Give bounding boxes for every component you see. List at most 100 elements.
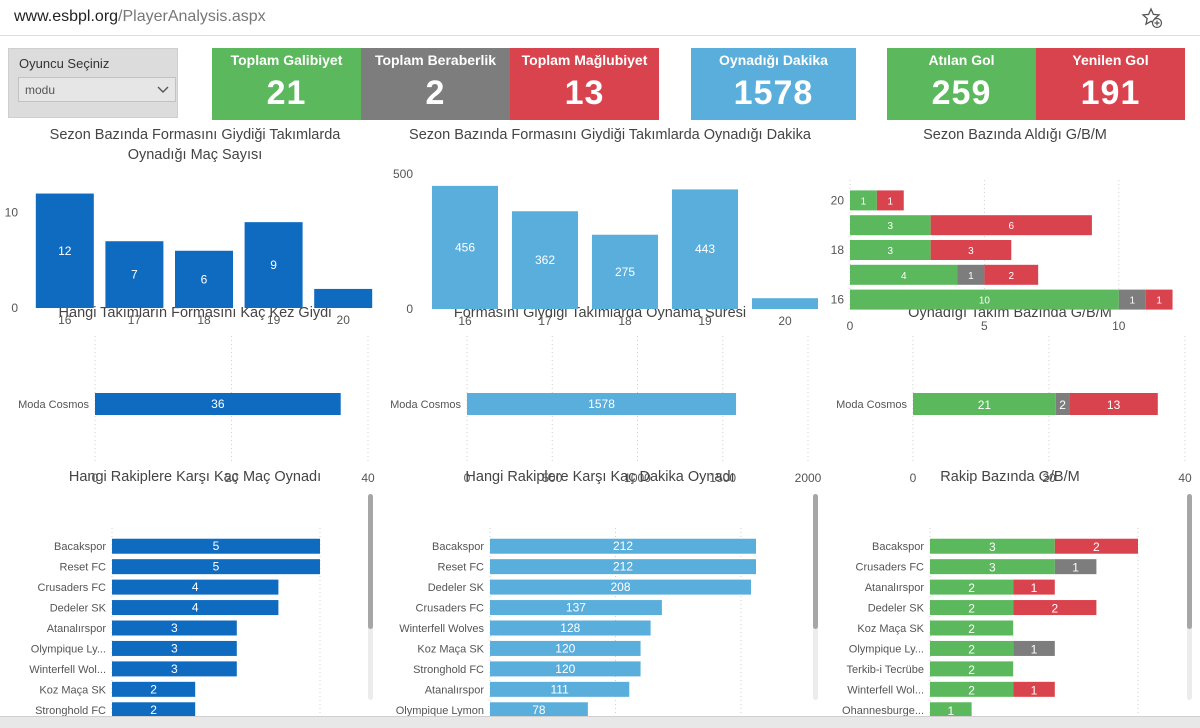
scrollbar-opponent-gbm[interactable]	[1187, 494, 1192, 700]
bar-segment	[930, 661, 1014, 677]
bar	[314, 288, 373, 308]
y-tick-label: Crusaders FC	[856, 562, 925, 574]
bar-data-label: 7	[131, 268, 138, 282]
kpi-total-draws: Toplam Beraberlik 2	[361, 48, 510, 120]
x-tick-label: 18	[618, 314, 632, 328]
chart-team-minutes: 0 500 1000 1500 2000 Moda Cosmos 1578	[390, 336, 822, 485]
x-tick-label: 10	[1112, 319, 1126, 333]
bar-data-label: 5	[213, 539, 220, 553]
y-tick-label: Winterfell Wol...	[847, 684, 924, 696]
bar	[490, 620, 651, 636]
chart-team-appearances: 0 20 40 Moda Cosmos 36	[18, 336, 375, 485]
bar-segment	[930, 702, 972, 718]
bar-data-label: 3	[888, 246, 894, 257]
bar-data-label: 3	[989, 561, 996, 575]
y-tick-label: 0	[11, 301, 18, 315]
bar-segment	[850, 240, 931, 260]
bar	[490, 600, 662, 616]
scrollbar-thumb[interactable]	[813, 494, 818, 629]
kpi-value: 191	[1080, 74, 1141, 112]
x-tick-label: 40	[361, 471, 375, 485]
kpi-total-wins: Toplam Galibiyet 21	[212, 48, 361, 120]
favorite-add-icon[interactable]	[1141, 7, 1163, 29]
report-page: Oyuncu Seçiniz modu Toplam Galibiyet 21 …	[0, 36, 1200, 720]
kpi-label: Yenilen Gol	[1072, 52, 1149, 68]
bar-data-label: 443	[695, 242, 715, 256]
x-tick-label: 0	[847, 319, 854, 333]
y-tick-label: Moda Cosmos	[390, 399, 461, 411]
bar-data-label: 362	[535, 253, 555, 267]
y-tick-label: Olympique Lymon	[396, 705, 484, 717]
y-tick-label: Terkib-i Tecrübe	[847, 664, 924, 676]
bar	[112, 579, 279, 595]
bar-data-label: 1	[1129, 296, 1135, 307]
y-tick-label: Reset FC	[438, 562, 485, 574]
chart-opponent-gbm: 05Bacakspor32Crusaders FC31Atanalırspor2…	[842, 528, 1139, 720]
bar-data-label: 4	[192, 601, 199, 615]
x-tick-label: 19	[698, 314, 712, 328]
player-dropdown[interactable]: modu	[18, 77, 176, 102]
y-tick-label: Crusaders FC	[38, 582, 107, 594]
bar-data-label: 13	[1107, 398, 1121, 412]
bar-data-label: 4	[192, 580, 199, 594]
kpi-value: 1578	[733, 74, 814, 112]
browser-address-bar[interactable]: www.esbpl.org/PlayerAnalysis.aspx	[0, 0, 1200, 36]
bar-data-label: 5	[213, 560, 220, 574]
chart-title-season-gbm: Sezon Bazında Aldığı G/B/M	[923, 127, 1107, 143]
y-tick-label: Atanalırspor	[425, 684, 485, 696]
bar-data-label: 1	[1072, 561, 1079, 575]
x-tick-label: 500	[542, 471, 562, 485]
chart-title-line: Sezon Bazında Formasını Giydiği Takımlar…	[49, 127, 341, 143]
y-tick-label: Reset FC	[60, 562, 107, 574]
bar	[244, 222, 303, 308]
scrollbar-opponent-minutes[interactable]	[813, 494, 818, 700]
chart-title-opponent-minutes: Hangi Rakiplere Karşı Kaç Dakika Oynadı	[465, 469, 735, 485]
bar-data-label: 2	[968, 663, 975, 677]
x-tick-label: 20	[778, 314, 792, 328]
bar-data-label: 1	[1031, 581, 1038, 595]
bar-data-label: 36	[211, 397, 225, 411]
bar-data-label: 2	[968, 622, 975, 636]
bar-data-label: 2	[968, 642, 975, 656]
y-tick-label: 0	[406, 302, 413, 316]
bar-data-label: 2	[968, 581, 975, 595]
bar-data-label: 12	[58, 244, 72, 258]
bar-segment	[1055, 393, 1070, 415]
bar-data-label: 2	[150, 703, 157, 717]
chart-title-line: Oynadığı Maç Sayısı	[127, 147, 263, 163]
bar-segment	[930, 600, 1014, 616]
bar-data-label: 3	[989, 540, 996, 554]
bar-segment	[930, 240, 1012, 260]
bar-data-label: 2	[968, 602, 975, 616]
bar-data-label: 128	[560, 621, 580, 635]
chart-team-gbm: 0 20 40 Moda Cosmos 21 2 13	[836, 336, 1192, 485]
kpi-total-losses: Toplam Mağlubiyet 13	[510, 48, 659, 120]
kpi-minutes-played: Oynadığı Dakika 1578	[691, 48, 856, 120]
y-tick-label: Bacakspor	[872, 541, 924, 553]
bar	[112, 661, 237, 677]
bar-data-label: 1	[968, 271, 974, 282]
player-slicer[interactable]: Oyuncu Seçiniz modu	[8, 48, 178, 118]
player-dropdown-value: modu	[25, 83, 56, 97]
y-tick-label: Koz Maça SK	[417, 643, 484, 655]
url-text[interactable]: www.esbpl.org/PlayerAnalysis.aspx	[14, 8, 266, 26]
bar	[490, 579, 751, 595]
scrollbar-thumb[interactable]	[1187, 494, 1192, 629]
bar-data-label: 1	[861, 196, 867, 207]
scrollbar-thumb[interactable]	[368, 494, 373, 629]
bar-data-label: 275	[615, 265, 635, 279]
scrollbar-opponent-matches[interactable]	[368, 494, 373, 700]
x-tick-label: 0	[92, 471, 99, 485]
bar	[112, 702, 196, 718]
y-tick-label: Bacakspor	[432, 541, 484, 553]
kpi-goals-scored: Atılan Gol 259	[887, 48, 1036, 120]
bar-data-label: 1578	[588, 397, 615, 411]
x-tick-label: 1000	[624, 471, 651, 485]
bar-segment	[913, 393, 1056, 415]
x-tick-label: 17	[128, 313, 142, 327]
bar	[175, 250, 233, 308]
y-tick-label: Stronghold FC	[413, 664, 484, 676]
bar	[35, 193, 94, 308]
url-host: www.esbpl.org	[14, 8, 119, 25]
kpi-value: 13	[564, 74, 605, 112]
